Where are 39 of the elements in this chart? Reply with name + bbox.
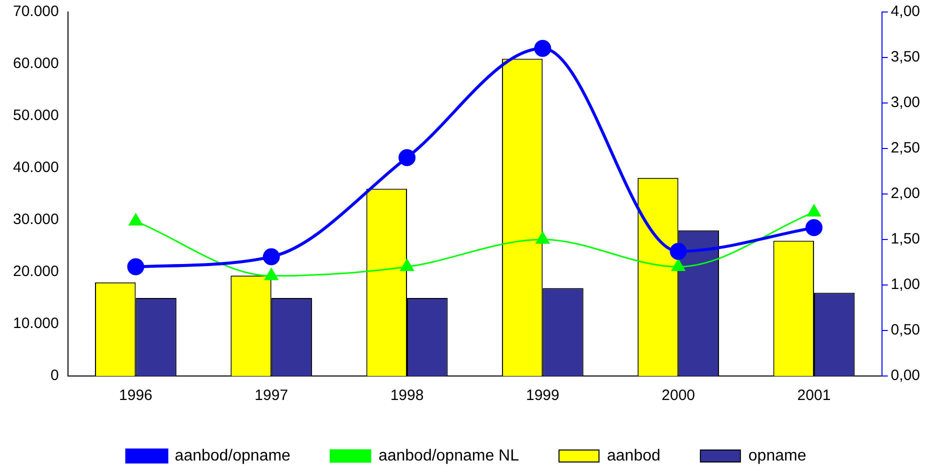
legend-label: aanbod/opname NL bbox=[378, 447, 520, 464]
point bbox=[128, 214, 143, 226]
point bbox=[400, 259, 414, 272]
y-tick-label: 30.000 bbox=[12, 211, 59, 228]
y2-tick-label: 3,00 bbox=[890, 94, 920, 112]
x-tick-label: 2000 bbox=[662, 387, 696, 404]
point bbox=[262, 248, 280, 266]
x-tick-label: 1998 bbox=[390, 387, 424, 404]
y-tick-label: 0 bbox=[50, 367, 59, 384]
point bbox=[805, 219, 822, 236]
legend-label: aanbod bbox=[607, 447, 660, 464]
point bbox=[398, 149, 416, 166]
y2-tick-label: 4,00 bbox=[890, 3, 920, 20]
point bbox=[534, 40, 552, 57]
point bbox=[127, 258, 144, 276]
y-tick-label: 10.000 bbox=[12, 315, 59, 332]
point bbox=[672, 259, 686, 272]
point bbox=[670, 242, 687, 260]
y-tick-label: 20.000 bbox=[12, 263, 59, 280]
x-tick-label: 1999 bbox=[526, 387, 560, 404]
y-tick-label: 70.000 bbox=[12, 3, 59, 20]
y2-tick-label: 0,50 bbox=[890, 322, 920, 339]
y2-tick-label: 2,50 bbox=[890, 140, 920, 157]
y2-tick-label: 3,50 bbox=[890, 48, 920, 66]
point bbox=[536, 232, 550, 244]
x-tick-label: 1997 bbox=[254, 387, 288, 404]
point bbox=[264, 268, 278, 280]
x-tick-label: 2001 bbox=[797, 387, 831, 404]
y2-tick-label: 0,00 bbox=[890, 367, 920, 384]
y-tick-label: 60.000 bbox=[12, 55, 59, 72]
y-tick-label: 50.000 bbox=[12, 107, 59, 124]
y2-tick-label: 2,00 bbox=[890, 185, 920, 202]
point bbox=[807, 204, 821, 216]
y2-tick-label: 1,50 bbox=[890, 230, 920, 248]
y2-tick-label: 1,00 bbox=[890, 276, 920, 294]
x-tick-label: 1996 bbox=[119, 387, 152, 404]
y-tick-label: 40.000 bbox=[12, 159, 59, 176]
legend-label: opname bbox=[748, 447, 806, 464]
legend-label: aanbod/opname bbox=[174, 447, 291, 464]
